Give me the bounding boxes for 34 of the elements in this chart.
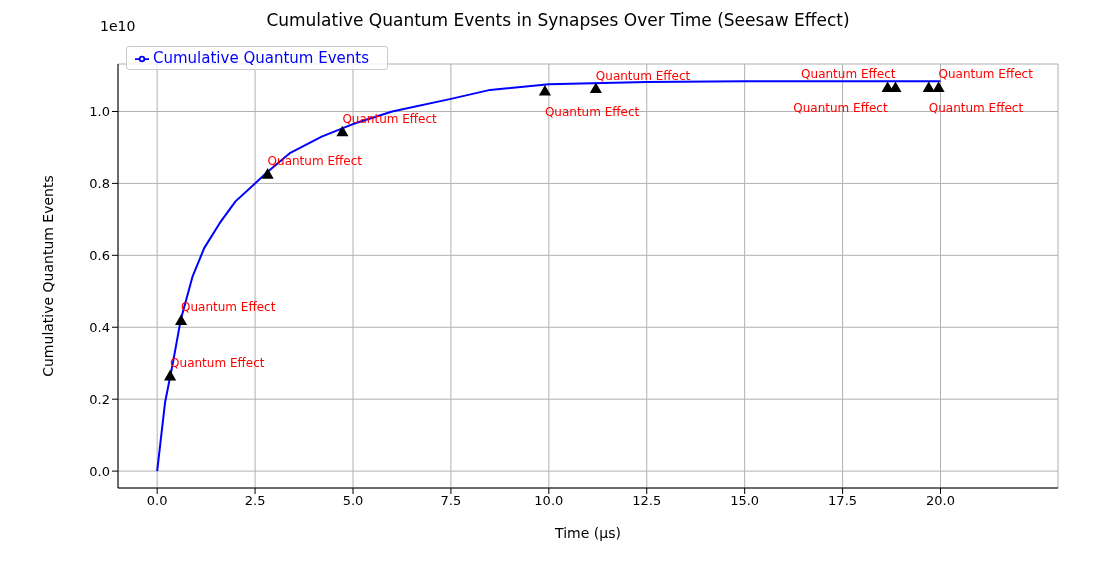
y-tick-label: 0.8 — [89, 176, 110, 192]
annotation: Quantum Effect — [928, 101, 1024, 116]
y-tick-label: 1.0 — [89, 104, 110, 120]
y-axis-title: Cumulative Quantum Events — [39, 175, 56, 377]
x-tick-label: 12.5 — [632, 493, 662, 509]
annotation: Quantum Effect — [801, 67, 896, 82]
annotation: Quantum Effect — [595, 68, 691, 83]
point — [932, 81, 945, 92]
x-tick-label: 15.0 — [730, 493, 760, 509]
point — [164, 369, 177, 381]
point — [174, 314, 188, 325]
legend-label: Cumulative Quantum Events — [153, 49, 369, 67]
y-tick-label: 0.6 — [89, 247, 110, 263]
x-tick-label: 20.0 — [926, 493, 955, 509]
x-tick-label: 2.5 — [244, 493, 266, 509]
x-tick-label: 10.0 — [534, 493, 564, 509]
text: 1e10 — [100, 18, 136, 34]
x-axis-title: Time (µs) — [554, 525, 621, 541]
annotation: Quantum Effect — [938, 67, 1034, 82]
point — [922, 81, 935, 92]
x-tick-label: 5.0 — [342, 493, 364, 509]
point — [589, 82, 602, 94]
y-tick-label: 0.0 — [89, 463, 110, 479]
point — [336, 125, 349, 137]
x-tick-label: 17.5 — [828, 493, 858, 509]
x-tick-label: 0.0 — [146, 493, 168, 509]
point — [538, 85, 551, 96]
point — [261, 168, 274, 179]
annotation: Quantum Effect — [793, 101, 888, 116]
annotation: Quantum Effect — [544, 105, 640, 120]
y-tick-label: 0.4 — [89, 319, 110, 335]
chart-title: Cumulative Quantum Events in Synapses Over Time (Seesaw Effect) — [266, 10, 850, 30]
y-tick-label: 0.2 — [89, 391, 110, 407]
x-tick-label: 7.5 — [440, 493, 462, 509]
